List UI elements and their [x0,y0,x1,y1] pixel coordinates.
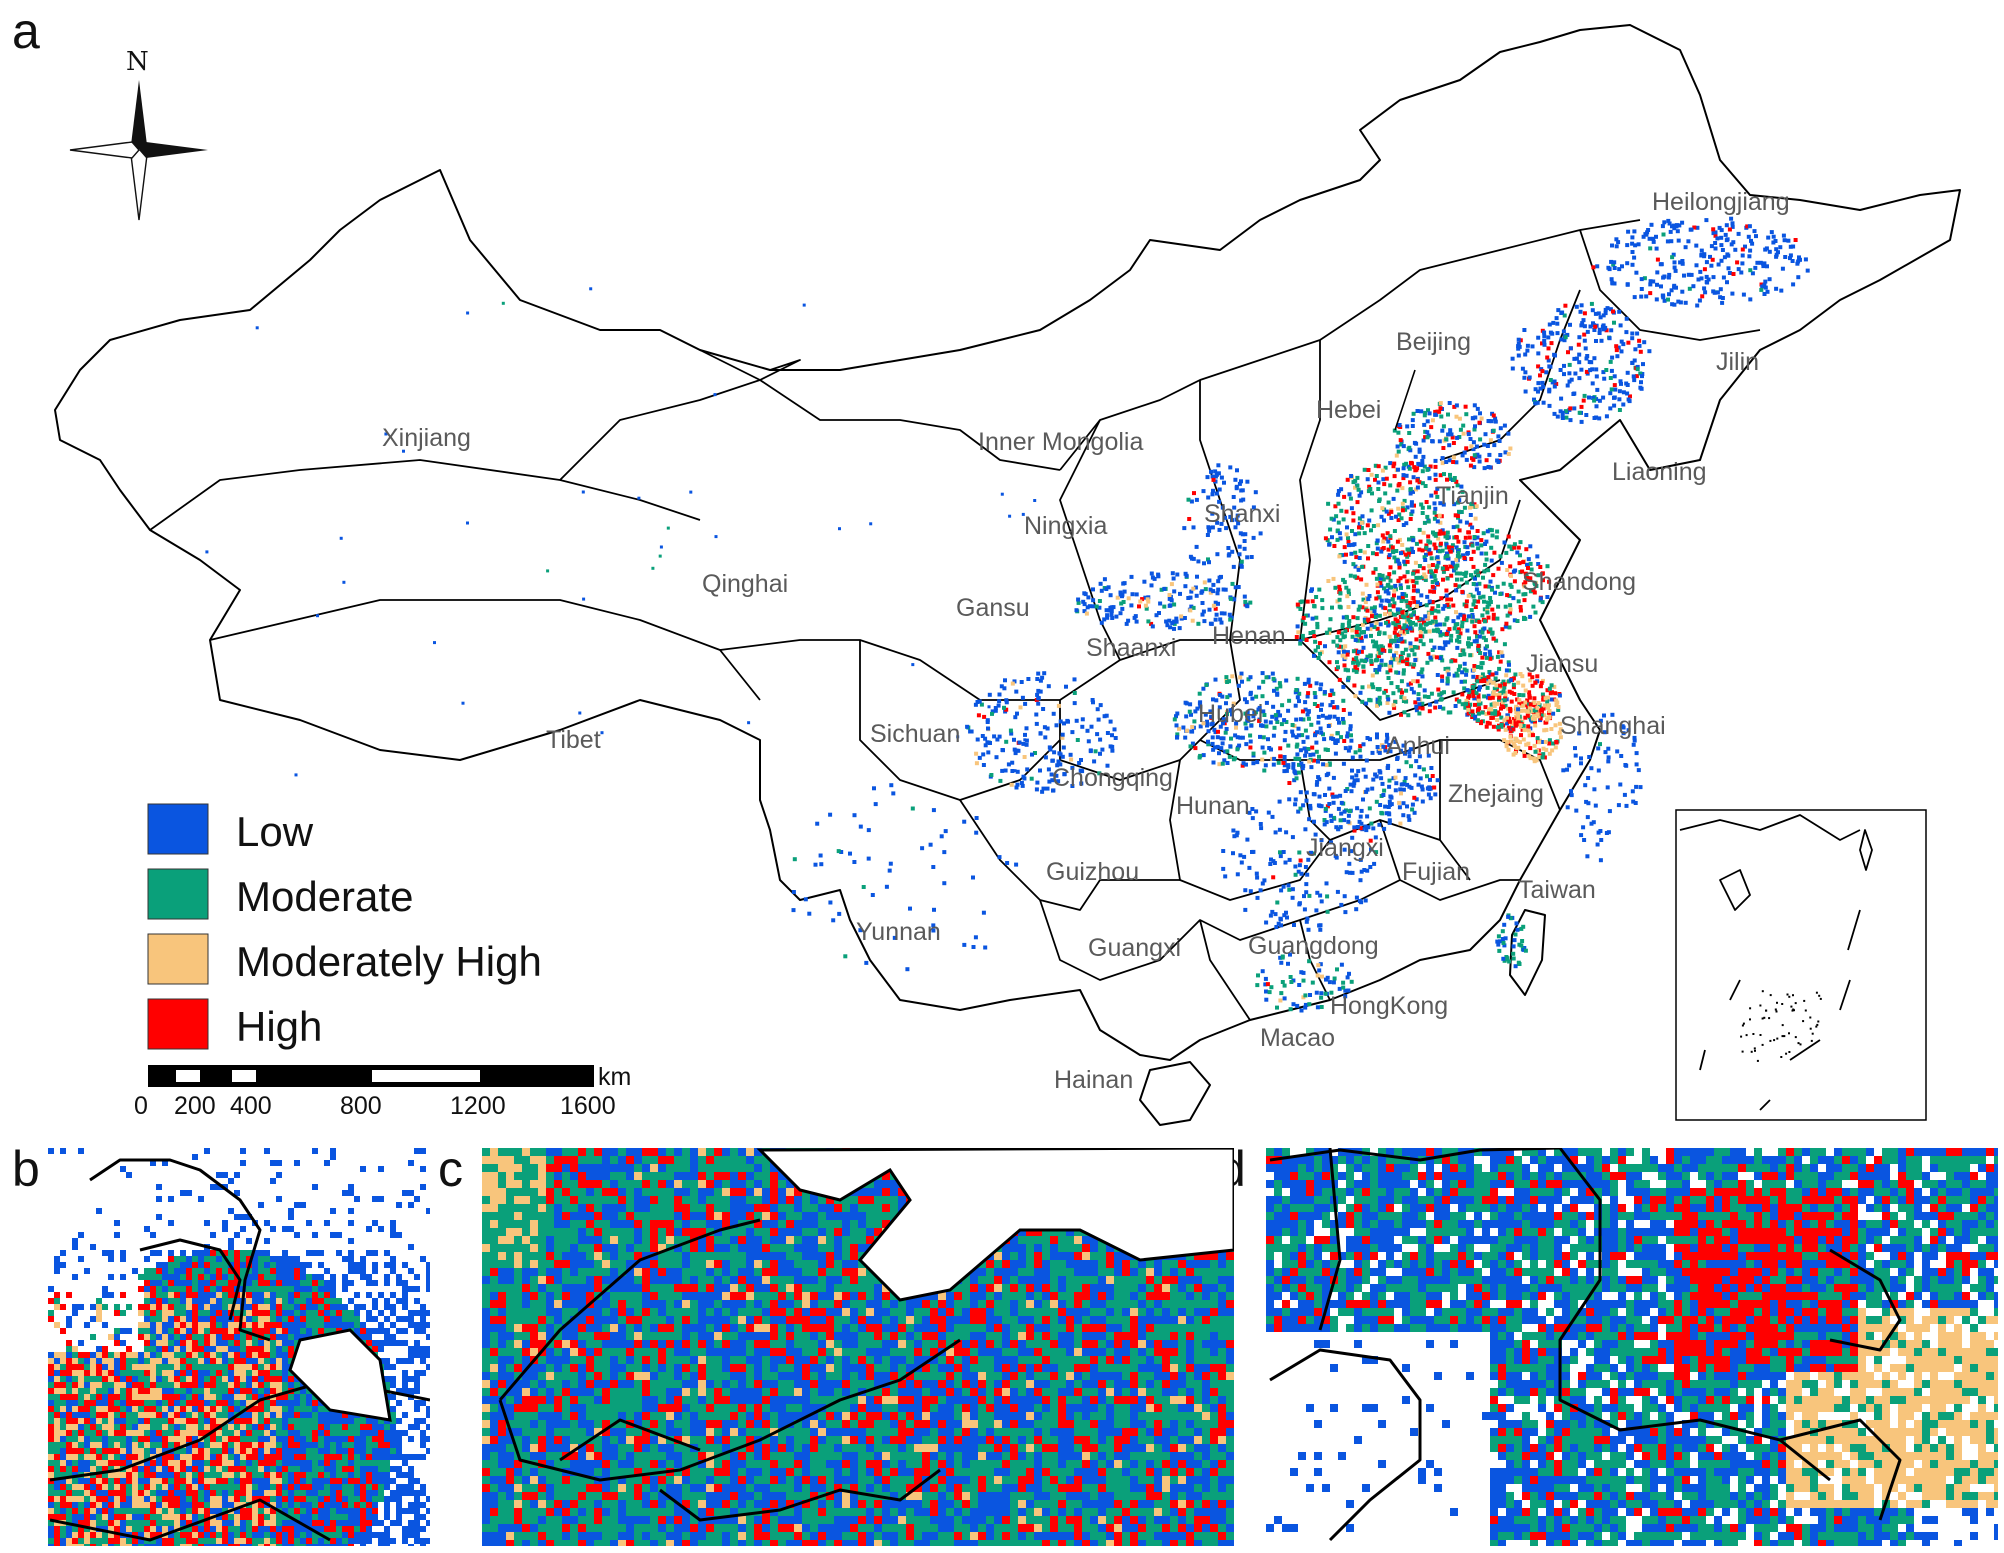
label-tibet: Tibet [546,726,601,754]
province-labels: Heilongjiang Jilin Liaoning Beijing Hebe… [382,188,1790,1094]
label-jiangxi: Jiangxi [1306,834,1384,862]
legend-label-moderate: Moderate [236,873,413,920]
label-gansu: Gansu [956,594,1030,622]
scale-tick-0: 0 [134,1092,148,1120]
scale-tick-1600: 1600 [560,1092,616,1120]
label-zhejaing: Zhejaing [1448,780,1544,808]
scale-tick-1200: 1200 [450,1092,506,1120]
panel-d-map [1266,1148,1998,1546]
scale-bar: km 0 200 400 800 1200 1600 [134,1063,631,1120]
label-shanghai: Shanghai [1560,712,1666,740]
label-sichuan: Sichuan [870,720,960,748]
legend-label-high: High [236,1003,322,1050]
legend-swatch-low [147,803,209,855]
label-shaanxi: Shaanxi [1086,634,1176,662]
label-hunan: Hunan [1176,792,1250,820]
label-ningxia: Ningxia [1024,512,1107,540]
label-taiwan: Taiwan [1518,876,1596,904]
label-shandong: Shandong [1522,568,1636,596]
label-shanxi: Shanxi [1204,500,1280,528]
hainan-outline [1139,1061,1211,1126]
province-boundaries [149,219,1761,1021]
north-label: N [126,47,149,77]
panel-label-a: a [12,3,40,59]
label-guizhou: Guizhou [1046,858,1139,886]
legend-swatch-moderately-high [147,933,209,985]
panel-c-map [482,1148,1234,1546]
legend-label-moderately-high: Moderately High [236,938,542,985]
label-guangxi: Guangxi [1088,934,1181,962]
label-xinjiang: Xinjiang [382,424,471,452]
scale-tick-400: 400 [230,1092,272,1120]
scale-unit: km [598,1063,631,1091]
legend-label-low: Low [236,808,314,855]
panel-label-b: b [12,1141,40,1197]
label-qinghai: Qinghai [702,570,788,598]
label-inner-mongolia: Inner Mongolia [978,428,1143,456]
legend-swatch-moderate [147,868,209,920]
beijing-leader-line [1394,369,1416,431]
label-chongqing: Chongqing [1052,764,1173,792]
label-yunnan: Yunnan [856,918,941,946]
label-henan: Henan [1212,622,1286,650]
label-fujian: Fujian [1402,858,1470,886]
label-macao: Macao [1260,1024,1335,1052]
label-beijing: Beijing [1396,328,1471,356]
label-jilin: Jilin [1716,348,1759,376]
south-china-sea-inset [1675,809,1927,1121]
label-anhui: Anhui [1386,732,1450,760]
label-hebei: Hebei [1316,396,1381,424]
label-guangdong: Guangdong [1248,932,1379,960]
north-arrow: N [69,47,208,221]
legend-swatch-high [147,998,209,1050]
panel-label-c: c [438,1141,463,1197]
label-jiansu: Jiansu [1526,650,1598,678]
label-hainan: Hainan [1054,1066,1133,1094]
scale-tick-800: 800 [340,1092,382,1120]
label-liaoning: Liaoning [1612,458,1707,486]
panel-b-map [48,1148,430,1546]
legend: Low Moderate Moderately High High [147,803,542,1050]
label-tianjin: Tianjin [1436,482,1509,510]
scale-tick-200: 200 [174,1092,216,1120]
label-hongkong: HongKong [1330,992,1448,1020]
main-map-pixels [205,216,1810,1013]
label-heilongjiang: Heilongjiang [1652,188,1790,216]
label-hubei: Hubei [1198,700,1263,728]
